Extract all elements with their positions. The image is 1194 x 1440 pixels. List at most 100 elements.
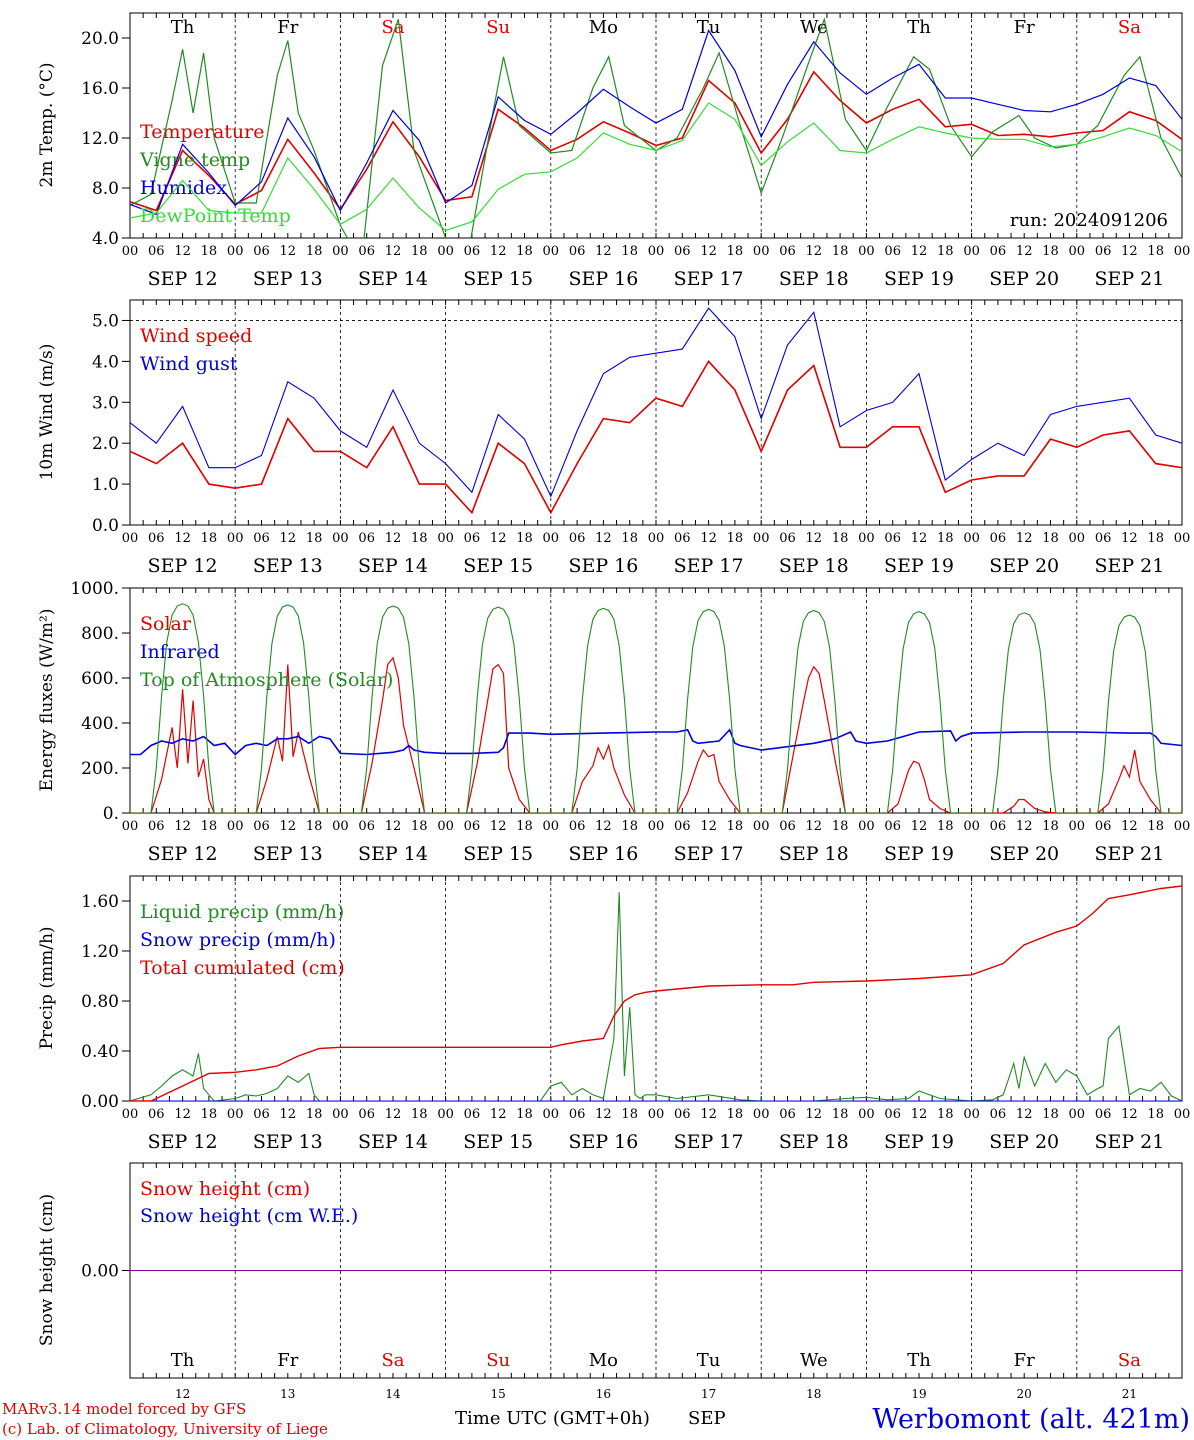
hour-tick-label: 12 [700,531,717,546]
hour-tick-label: 00 [858,819,875,834]
hour-tick-label: 18 [306,1107,323,1122]
legend-entry: Snow precip (mm/h) [140,929,336,951]
hour-tick-label: 06 [569,1107,586,1122]
date-label: SEP 15 [463,843,533,865]
date-label: SEP 14 [358,843,428,865]
y-axis-label: 10m Wind (m/s) [37,344,57,481]
hour-tick-label: 18 [621,244,638,259]
hour-tick-label: 18 [306,819,323,834]
y-axis-label: 2m Temp. (°C) [37,62,57,187]
hour-tick-label: 06 [464,1107,481,1122]
series-line-liquid-precip-mm-h- [130,892,1182,1101]
hour-tick-label: 00 [227,819,244,834]
legend-entry: Temperature [140,121,264,143]
weekday-label: Su [486,17,510,38]
weekday-label: Mo [589,1350,618,1371]
hour-tick-label: 18 [516,531,533,546]
date-label: SEP 17 [674,843,744,865]
hour-tick-label: 00 [227,531,244,546]
y-tick-label: 0.0 [92,516,119,536]
hour-tick-label: 00 [858,531,875,546]
hour-tick-label: 12 [911,531,928,546]
y-tick-label: 5.0 [92,311,119,331]
hour-tick-label: 00 [543,1107,560,1122]
legend-entry: Vigne temp [139,149,250,171]
day-number-label: 18 [806,1387,821,1401]
credits-line1: MARv3.14 model forced by GFS [2,1400,246,1418]
hour-tick-label: 00 [1174,819,1191,834]
date-label: SEP 12 [148,843,218,865]
hour-tick-label: 00 [543,531,560,546]
hour-tick-label: 12 [280,819,297,834]
hour-tick-label: 18 [937,819,954,834]
weekday-label: Th [907,1350,931,1371]
hour-tick-label: 18 [1042,1107,1059,1122]
day-number-label: 16 [596,1387,611,1401]
weekday-label: Th [171,1350,195,1371]
day-number-label: 21 [1122,1387,1137,1401]
hour-tick-label: 18 [411,244,428,259]
hour-tick-label: 12 [595,531,612,546]
weekday-label: We [800,17,828,38]
date-label: SEP 13 [253,268,323,290]
hour-tick-label: 00 [437,531,454,546]
date-label: SEP 18 [779,555,849,577]
date-label: SEP 16 [568,555,638,577]
hour-tick-label: 12 [806,531,823,546]
y-tick-label: 20.0 [81,29,119,49]
date-label: SEP 16 [568,268,638,290]
hour-tick-label: 00 [648,1107,665,1122]
hour-tick-label: 06 [990,531,1007,546]
weekday-label: Tu [697,17,721,38]
hour-tick-label: 18 [727,819,744,834]
y-axis-label: Energy fluxes (W/m²) [37,609,57,792]
weekday-label: Su [486,1350,510,1371]
date-label: SEP 19 [884,1131,954,1153]
hour-tick-label: 00 [648,531,665,546]
hour-tick-label: 12 [595,819,612,834]
hour-tick-label: 06 [464,244,481,259]
hour-tick-label: 12 [385,819,402,834]
date-label: SEP 15 [463,1131,533,1153]
hour-tick-label: 12 [490,531,507,546]
hour-tick-label: 12 [1121,531,1138,546]
date-label: SEP 21 [1094,1131,1164,1153]
hour-tick-label: 06 [884,531,901,546]
date-label: SEP 20 [989,555,1059,577]
hour-tick-label: 06 [779,819,796,834]
hour-tick-label: 18 [201,531,218,546]
hour-tick-label: 00 [963,1107,980,1122]
day-number-label: 15 [491,1387,506,1401]
y-tick-label: 4.0 [92,229,119,249]
hour-tick-label: 00 [122,244,139,259]
y-tick-label: 0.00 [81,1262,119,1282]
hour-tick-label: 06 [358,819,375,834]
date-label: SEP 17 [674,268,744,290]
hour-tick-label: 18 [727,531,744,546]
hour-tick-label: 00 [858,1107,875,1122]
y-tick-label: 0.40 [81,1042,119,1062]
hour-tick-label: 12 [911,1107,928,1122]
hour-tick-label: 06 [674,531,691,546]
y-tick-label: 0. [103,804,119,824]
hour-tick-label: 18 [1147,244,1164,259]
hour-tick-label: 12 [174,819,191,834]
hour-tick-label: 06 [884,244,901,259]
series-line-dewpoint-temp [130,102,1182,232]
hour-tick-label: 18 [411,1107,428,1122]
weekday-label: Th [171,17,195,38]
hour-tick-label: 00 [227,244,244,259]
weekday-label: Th [907,17,931,38]
series-line-vigne-temp [130,17,1182,238]
legend-entry: Total cumulated (cm) [140,957,345,979]
hour-tick-label: 12 [1016,1107,1033,1122]
hour-tick-label: 00 [437,819,454,834]
date-label: SEP 14 [358,268,428,290]
series-line-top-of-atmosphere-solar- [130,603,1182,813]
weekday-label: Sa [1118,1350,1141,1371]
hour-tick-label: 18 [201,1107,218,1122]
hour-tick-label: 18 [411,819,428,834]
panel-energy: 0. 200. 400. 600. 800. 1000. Energy fluxes (W/… [37,579,1190,865]
hour-tick-label: 06 [569,244,586,259]
